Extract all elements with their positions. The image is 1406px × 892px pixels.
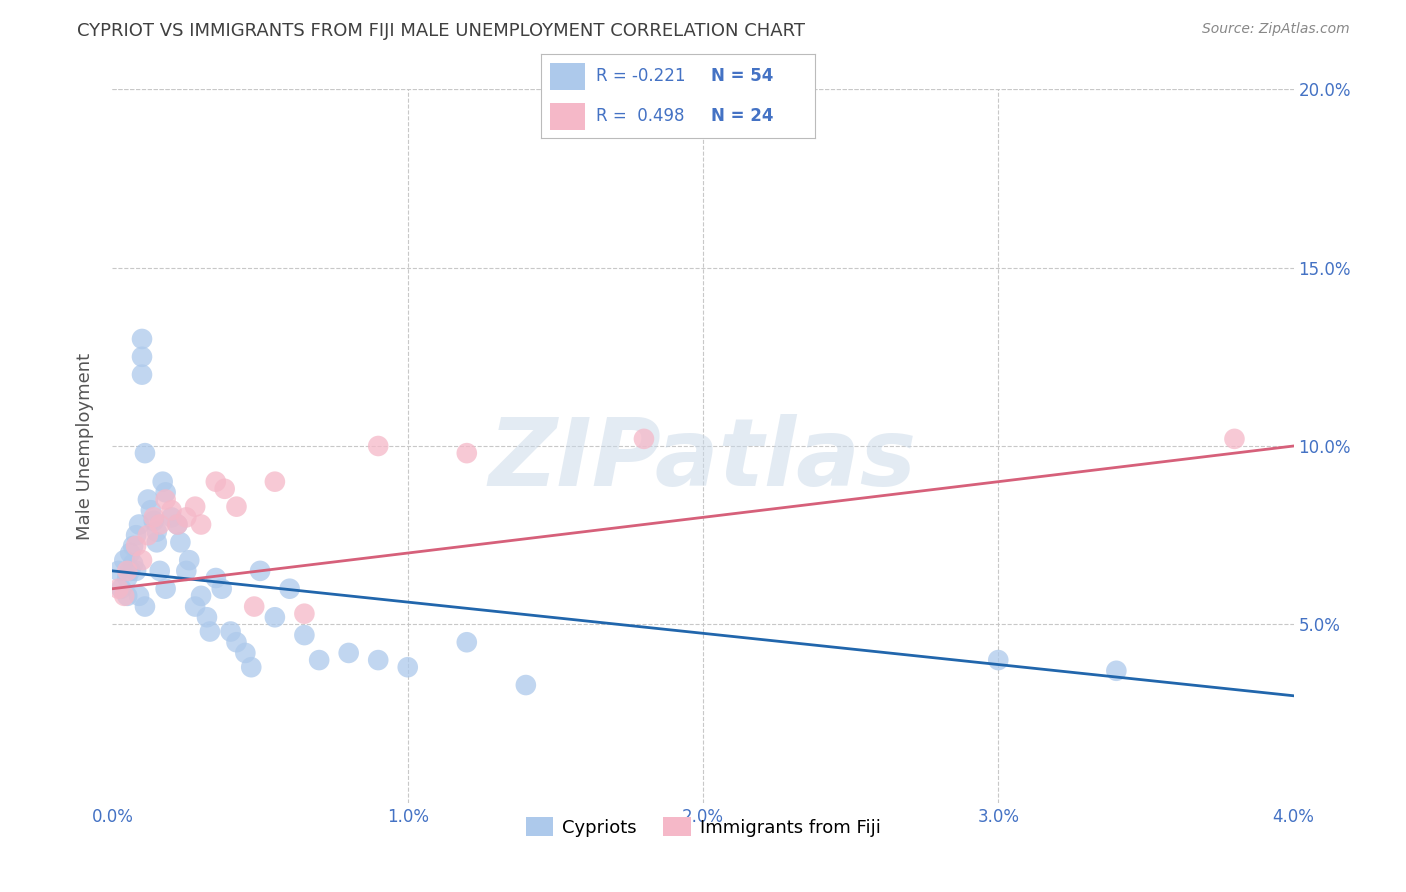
Text: Source: ZipAtlas.com: Source: ZipAtlas.com <box>1202 22 1350 37</box>
Point <box>117 589 138 603</box>
Point <box>117 571 138 585</box>
Point <box>515 678 537 692</box>
Point <box>205 475 228 489</box>
Point <box>367 653 389 667</box>
Point <box>190 589 212 603</box>
Point <box>125 539 148 553</box>
Point <box>131 332 153 346</box>
Point <box>190 517 212 532</box>
Point <box>240 660 263 674</box>
Point <box>155 492 177 507</box>
Point <box>292 607 315 621</box>
Point <box>134 599 156 614</box>
Point <box>146 535 169 549</box>
Point <box>249 564 271 578</box>
Point <box>136 528 159 542</box>
Point <box>146 524 169 539</box>
Point <box>117 564 138 578</box>
Point <box>107 564 129 578</box>
Point <box>174 564 197 578</box>
Point <box>112 553 135 567</box>
Point <box>195 610 218 624</box>
Point <box>110 582 132 596</box>
Point <box>128 589 150 603</box>
Text: R =  0.498: R = 0.498 <box>596 107 685 125</box>
Point <box>278 582 301 596</box>
Point <box>131 350 153 364</box>
Point <box>205 571 228 585</box>
Point <box>149 564 172 578</box>
Point <box>122 557 145 571</box>
Point <box>337 646 360 660</box>
Point <box>166 517 188 532</box>
Point <box>184 500 207 514</box>
Point <box>308 653 330 667</box>
Point <box>169 535 191 549</box>
Point <box>107 582 129 596</box>
Point <box>987 653 1010 667</box>
Point <box>264 610 287 624</box>
Point <box>214 482 236 496</box>
Point <box>211 582 233 596</box>
Y-axis label: Male Unemployment: Male Unemployment <box>76 352 94 540</box>
Point <box>396 660 419 674</box>
Point <box>1223 432 1246 446</box>
Point <box>142 510 165 524</box>
Point <box>142 514 165 528</box>
Point <box>219 624 242 639</box>
Point <box>125 564 148 578</box>
Point <box>131 553 153 567</box>
Point <box>134 446 156 460</box>
Point <box>292 628 315 642</box>
Point <box>184 599 207 614</box>
Point <box>131 368 153 382</box>
Point <box>160 510 183 524</box>
Text: CYPRIOT VS IMMIGRANTS FROM FIJI MALE UNEMPLOYMENT CORRELATION CHART: CYPRIOT VS IMMIGRANTS FROM FIJI MALE UNE… <box>77 22 806 40</box>
Bar <box>550 103 585 130</box>
Point <box>120 546 142 560</box>
Point <box>149 517 172 532</box>
Text: R = -0.221: R = -0.221 <box>596 68 686 86</box>
Point <box>160 503 183 517</box>
Point <box>264 475 287 489</box>
Point <box>122 539 145 553</box>
Point <box>136 492 159 507</box>
Point <box>128 517 150 532</box>
Point <box>155 582 177 596</box>
Point <box>243 599 266 614</box>
Point <box>633 432 655 446</box>
Text: N = 24: N = 24 <box>711 107 773 125</box>
Text: ZIPatlas: ZIPatlas <box>489 414 917 507</box>
Point <box>174 510 197 524</box>
Point <box>120 564 142 578</box>
Point <box>233 646 256 660</box>
Bar <box>550 62 585 90</box>
Point <box>152 475 174 489</box>
Point <box>456 635 478 649</box>
Point <box>225 500 247 514</box>
Point <box>155 485 177 500</box>
Point <box>198 624 221 639</box>
Legend: Cypriots, Immigrants from Fiji: Cypriots, Immigrants from Fiji <box>519 810 887 844</box>
Point <box>1105 664 1128 678</box>
Point <box>112 589 135 603</box>
Point <box>125 528 148 542</box>
Point <box>179 553 201 567</box>
Point <box>367 439 389 453</box>
Point <box>139 503 162 517</box>
Text: N = 54: N = 54 <box>711 68 773 86</box>
Point <box>456 446 478 460</box>
Point <box>225 635 247 649</box>
Point <box>166 517 188 532</box>
